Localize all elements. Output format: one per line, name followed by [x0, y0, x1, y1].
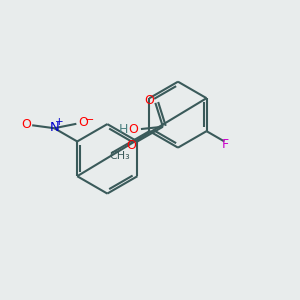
Text: N: N — [50, 121, 59, 134]
Text: CH₃: CH₃ — [110, 151, 130, 160]
Text: O: O — [21, 118, 31, 130]
Text: O: O — [78, 116, 88, 129]
Text: +: + — [55, 117, 64, 127]
Text: F: F — [221, 139, 229, 152]
Text: O: O — [144, 94, 154, 107]
Text: O: O — [128, 123, 138, 136]
Text: O: O — [126, 139, 136, 152]
Text: H: H — [118, 123, 128, 136]
Text: −: − — [85, 115, 94, 125]
